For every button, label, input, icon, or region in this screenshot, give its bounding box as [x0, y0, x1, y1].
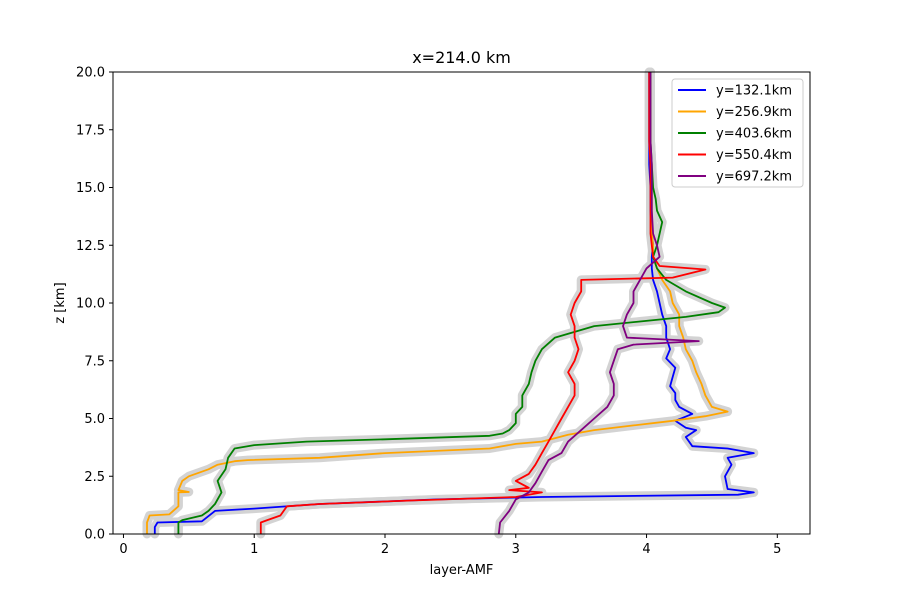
- legend-label-5: y=697.2km: [716, 170, 792, 185]
- y-tick-label: 15.0: [76, 181, 105, 196]
- y-tick-label: 17.5: [76, 123, 105, 138]
- x-axis: 0 1 2 3 4 5: [119, 534, 781, 557]
- y-axis-label: z [km]: [53, 282, 68, 323]
- series-line-3: [177, 72, 726, 534]
- x-tick-label: 1: [250, 542, 258, 557]
- x-tick-label: 0: [119, 542, 127, 557]
- x-tick-label: 2: [381, 542, 389, 557]
- y-tick-label: 0.0: [84, 528, 105, 543]
- legend-box: [671, 78, 804, 188]
- legend-label-2: y=256.9km: [716, 105, 792, 120]
- y-tick-label: 7.5: [84, 354, 105, 369]
- chart-title: x=214.0 km: [412, 48, 511, 67]
- series-line-5: [497, 72, 700, 535]
- x-tick-label: 4: [642, 542, 650, 557]
- legend-label-1: y=132.1km: [716, 84, 792, 99]
- y-tick-label: 2.5: [84, 470, 105, 485]
- legend-label-3: y=403.6km: [716, 127, 792, 142]
- x-tick-label: 3: [512, 542, 520, 557]
- y-tick-label: 10.0: [76, 297, 105, 312]
- x-axis-label: layer-AMF: [430, 563, 494, 578]
- legend-label-4: y=550.4km: [716, 148, 792, 163]
- series-lines: [146, 72, 755, 535]
- legend: y=132.1km y=256.9km y=403.6km y=550.4km y=69…: [671, 78, 804, 188]
- series-line-2: [146, 72, 729, 534]
- series-line-4: [259, 72, 707, 534]
- y-tick-label: 20.0: [76, 66, 105, 81]
- x-tick-label: 5: [773, 542, 781, 557]
- y-tick-label: 12.5: [76, 239, 105, 254]
- y-axis: 0.0 2.5 5.0 7.5 10.0 12.5 15.0 17.5 20.0: [76, 66, 113, 543]
- y-tick-label: 5.0: [84, 412, 105, 427]
